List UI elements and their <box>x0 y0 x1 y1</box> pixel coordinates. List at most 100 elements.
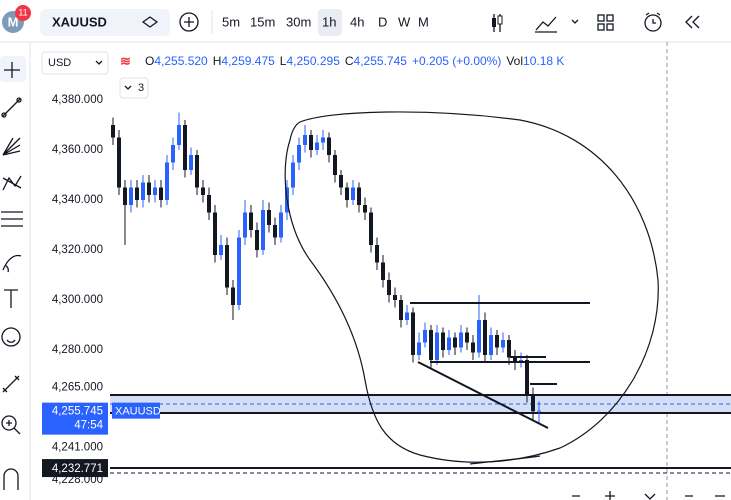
pattern-tool[interactable] <box>2 175 22 191</box>
candle-body <box>177 125 181 145</box>
timeframe[interactable]: 30m <box>286 14 311 29</box>
timeframe[interactable]: 1h <box>322 14 336 29</box>
volume: 10.18 K <box>523 54 564 68</box>
ohlc-value: 4,255.520 <box>154 54 208 68</box>
y-tick-label: 4,340.000 <box>52 194 103 206</box>
dot <box>16 97 22 103</box>
candle-body <box>489 335 493 355</box>
nav-controls[interactable] <box>572 491 725 500</box>
symbol-search[interactable] <box>40 9 170 36</box>
candle-body <box>363 205 367 213</box>
ruler-tool[interactable] <box>2 375 20 393</box>
dot <box>1 112 7 118</box>
y-tick-label: 4,380.000 <box>52 94 103 106</box>
fib-fan-tool[interactable] <box>2 137 21 156</box>
layout-icon[interactable] <box>597 14 605 22</box>
candle-body <box>465 332 469 343</box>
timeframe[interactable]: 15m <box>250 14 275 29</box>
candle-body <box>153 187 157 195</box>
fib-tool[interactable] <box>1 211 23 227</box>
candle-body <box>201 187 205 195</box>
symbol-tag-text: XAUUSD <box>115 406 161 418</box>
price-axis: 4,380.000 4,360.000 4,340.000 4,320.000 4,30… <box>42 94 161 486</box>
candle-body <box>195 155 199 188</box>
candle-body <box>537 410 541 412</box>
candle-body <box>387 280 391 295</box>
candle-body <box>129 187 133 205</box>
symbol-logo: ≋ <box>120 53 131 68</box>
tool-active[interactable] <box>0 56 26 82</box>
indicators-icon[interactable] <box>535 16 557 33</box>
timeframe-active[interactable] <box>318 9 342 36</box>
candle-body <box>435 332 439 360</box>
ohlc-key: L <box>280 54 287 68</box>
candle-body <box>357 187 361 205</box>
toolbar-icons <box>492 12 700 33</box>
candle-body <box>369 212 373 245</box>
replay-icon[interactable] <box>685 15 700 29</box>
candle-body <box>321 137 325 143</box>
timeframe[interactable]: 5m <box>222 14 240 29</box>
zoom-tool[interactable] <box>1 415 17 431</box>
y-tick-label: 4,280.000 <box>52 344 103 356</box>
drawing-tools <box>0 56 26 490</box>
candle-body <box>165 162 169 200</box>
emoji-tool[interactable] <box>1 327 21 347</box>
candle-body <box>261 210 265 250</box>
candle-body <box>135 187 139 200</box>
candle-body <box>492 18 496 27</box>
candle-body <box>345 187 349 200</box>
candle-body <box>399 300 403 320</box>
plus <box>184 17 194 27</box>
candle-body <box>231 287 235 305</box>
candle-body <box>183 125 187 170</box>
user-drawings <box>110 111 731 474</box>
clock-hands <box>645 12 661 24</box>
timeframe[interactable]: D <box>378 14 387 29</box>
candle-body <box>333 155 337 175</box>
y-tick-label: 4,300.000 <box>52 294 103 306</box>
candle-body <box>243 212 247 238</box>
candle-body <box>237 237 241 305</box>
indicators-toggle[interactable] <box>119 77 149 99</box>
candle-body <box>111 125 115 138</box>
layout-icon <box>606 14 614 22</box>
candle-body <box>213 212 217 255</box>
y-tick-label: 4,320.000 <box>52 244 103 256</box>
ohlc-key: O <box>145 54 154 68</box>
add-symbol[interactable] <box>179 12 199 32</box>
candle-body <box>207 195 211 213</box>
candles <box>111 112 541 425</box>
candle-body <box>279 212 283 238</box>
change: +0.205 (+0.00%) <box>412 54 501 68</box>
candle-body <box>429 330 433 360</box>
timeframe[interactable]: M <box>418 14 429 29</box>
candle-body <box>525 360 529 395</box>
timeframe[interactable]: 4h <box>350 14 364 29</box>
candle-body <box>315 142 319 150</box>
indicators-count: 3 <box>138 82 144 94</box>
magnet-tool[interactable] <box>3 468 19 490</box>
ohlc-value: 4,255.745 <box>354 54 408 68</box>
candle-body <box>291 162 295 188</box>
compare-icon[interactable] <box>141 16 159 28</box>
candle-body <box>147 182 151 195</box>
alert-icon[interactable] <box>644 14 662 32</box>
candle-body <box>495 335 499 348</box>
currency-select[interactable] <box>41 51 109 75</box>
currency: USD <box>48 57 71 69</box>
candle-body <box>189 155 193 170</box>
candle-body <box>225 245 229 288</box>
candle-body <box>249 212 253 230</box>
y-tick-label: 4,360.000 <box>52 144 103 156</box>
brush-tool[interactable] <box>2 254 22 273</box>
y-tick-label: 4,265.000 <box>52 382 103 394</box>
volume-key: Vol <box>506 54 523 68</box>
candle-body <box>117 137 121 188</box>
avatar-letter: M <box>8 14 19 29</box>
text-tool[interactable] <box>4 289 18 308</box>
line-price: 4,232.771 <box>52 463 103 475</box>
countdown: 47:54 <box>74 420 103 432</box>
timeframe[interactable]: W <box>398 14 411 29</box>
